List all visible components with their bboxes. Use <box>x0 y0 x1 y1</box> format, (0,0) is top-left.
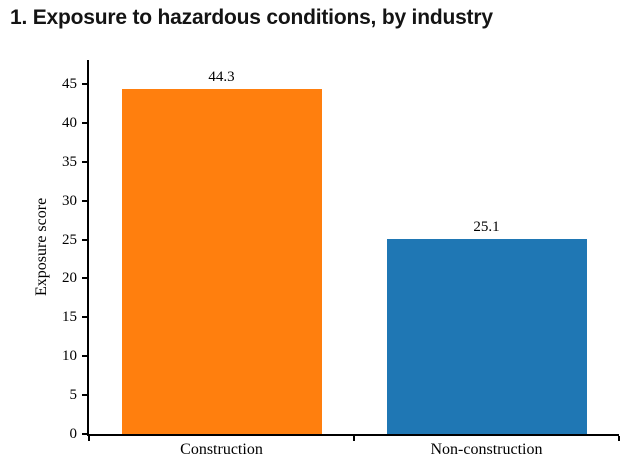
y-tick-label: 40 <box>62 114 77 131</box>
y-tick-label: 5 <box>69 387 78 404</box>
bar-value-label: 25.1 <box>473 219 500 235</box>
bar-construction <box>121 89 322 434</box>
y-tick <box>82 355 87 358</box>
y-tick-label: 10 <box>62 348 77 365</box>
bar-non-construction <box>386 239 587 434</box>
y-tick <box>82 277 87 280</box>
y-tick <box>82 199 87 202</box>
y-tick-label: 25 <box>62 231 77 248</box>
y-tick <box>82 316 87 319</box>
x-category-label: Construction <box>180 441 263 458</box>
bar-value-label: 44.3 <box>208 69 235 85</box>
y-tick <box>82 238 87 241</box>
y-tick <box>82 394 87 397</box>
plot-area: 0 5 10 15 20 25 30 35 40 45 44.3 Construction 25.1 No… <box>62 60 620 458</box>
y-tick-label: 35 <box>62 153 77 170</box>
x-tick <box>88 436 90 441</box>
y-tick-label: 30 <box>62 192 77 209</box>
x-tick <box>353 436 355 441</box>
chart-title: 1. Exposure to hazardous conditions, by … <box>10 6 493 29</box>
x-tick <box>618 436 620 441</box>
y-tick-label: 15 <box>62 309 77 326</box>
x-category-label: Non-construction <box>430 441 543 458</box>
y-tick <box>82 83 87 85</box>
y-tick <box>82 433 87 435</box>
y-tick-label: 45 <box>62 76 77 92</box>
y-tick <box>82 160 87 163</box>
y-tick-label: 20 <box>62 270 77 287</box>
y-tick <box>82 121 87 124</box>
y-tick-label: 0 <box>69 426 78 442</box>
